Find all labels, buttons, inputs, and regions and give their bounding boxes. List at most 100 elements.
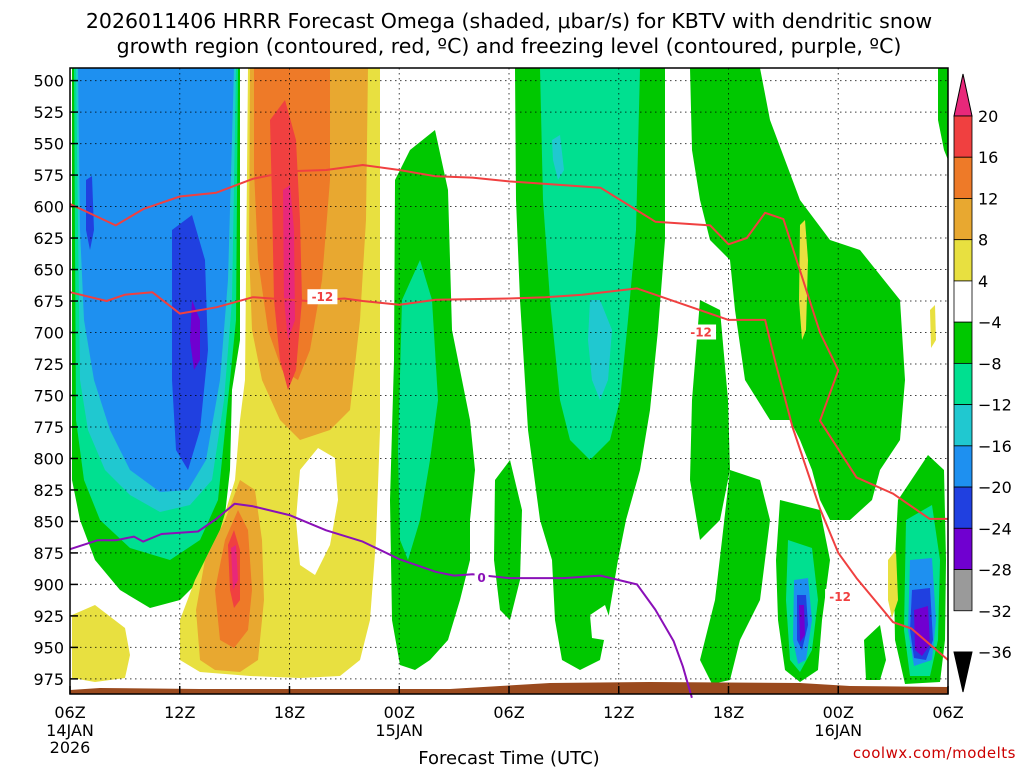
omega-left-deepblue-a: [172, 215, 208, 470]
y-tick-label: 500: [33, 72, 64, 91]
omega-white-hole: [296, 448, 338, 575]
y-tick-label: 925: [33, 607, 64, 626]
x-tick-label: 06Z: [932, 703, 963, 722]
contour-label-bg: [474, 570, 489, 586]
colorbar-swatch: [953, 445, 973, 488]
colorbar-swatch: [953, 115, 973, 158]
y-tick-label: 675: [33, 292, 64, 311]
y-axis: 500 525 550 575 600 625 650 675 700 725 750 775 800 8…: [33, 72, 78, 689]
contour-freezing-level-0c: [69, 502, 693, 699]
omega-mid-cyan-d: [552, 135, 564, 180]
omega-right-green: [690, 68, 905, 520]
contour-label: 0: [477, 571, 485, 585]
y-tick-label: 975: [33, 670, 64, 689]
y-tick-label: 875: [33, 544, 64, 563]
contour-label: -12: [690, 326, 712, 340]
contour-dgz-lower-12c: [69, 287, 949, 661]
omega-shading: [72, 68, 948, 684]
chart-title-line1: 2026011406 HRRR Forecast Omega (shaded, …: [86, 9, 932, 33]
colorbar-label: 8: [978, 231, 988, 250]
colorbar-swatch: [953, 404, 973, 447]
y-tick-label: 625: [33, 229, 64, 248]
y-tick-label: 800: [33, 449, 64, 468]
colorbar-swatch: [953, 198, 973, 241]
y-tick-label: 950: [33, 638, 64, 657]
y-tick-label: 750: [33, 386, 64, 405]
chart-title-line2: growth region (contoured, red, ºC) and f…: [117, 34, 902, 58]
y-tick-label: 725: [33, 355, 64, 374]
colorbar-label: 4: [978, 272, 988, 291]
colorbar-swatch: [953, 362, 973, 406]
colorbar-label: −12: [978, 396, 1012, 415]
colorbar-label: −16: [978, 437, 1012, 456]
omega-white-notch: [590, 605, 612, 640]
y-tick-label: 525: [33, 103, 64, 122]
x-tick-date: 15JAN: [375, 721, 423, 740]
x-tick-label: 06Z: [54, 703, 85, 722]
contour-label: -12: [312, 290, 334, 304]
omega-lr-purple: [799, 605, 805, 642]
contour-label-bg: [686, 324, 717, 340]
omega-fr-purple: [914, 606, 930, 656]
colorbar-label: −28: [978, 561, 1012, 580]
y-tick-label: 600: [33, 198, 64, 217]
contour-lines: -12 -12 -12 0: [69, 164, 949, 699]
omega-left-purple: [190, 300, 200, 370]
omega-yellow-lowleft: [72, 605, 130, 682]
omega-warm-pink-low: [231, 545, 238, 590]
x-tick-label: 18Z: [274, 703, 305, 722]
omega-yellow-speck-b: [930, 305, 936, 348]
colorbar-label: 20: [978, 107, 998, 126]
contour-label-bg: [825, 589, 856, 605]
colorbar-swatch: [953, 569, 973, 612]
colorbar-swatch: [953, 486, 973, 529]
contour-dgz-upper-12c: [69, 164, 948, 520]
colorbar-swatch: [953, 321, 973, 364]
omega-yellow-speck-c: [888, 550, 898, 618]
x-tick-date: 16JAN: [814, 721, 862, 740]
y-tick-label: 775: [33, 418, 64, 437]
omega-right-green-edge: [938, 68, 948, 160]
colorbar-label: 16: [978, 148, 998, 167]
x-tick-label: 12Z: [164, 703, 195, 722]
plot-grid: [70, 68, 948, 694]
x-tick-label: 00Z: [823, 703, 854, 722]
colorbar-bottom-arrow: [953, 651, 973, 693]
contour-label: -12: [829, 590, 851, 604]
x-tick-label: 18Z: [713, 703, 744, 722]
colorbar-legend: 20 16 12 8 4 −4 −8 −12 −16 −20 −24 −28 −32 −36: [953, 73, 1012, 693]
y-tick-label: 700: [33, 324, 64, 343]
x-tick-label: 06Z: [493, 703, 524, 722]
omega-green-speck: [864, 625, 886, 680]
colorbar-label: 12: [978, 189, 998, 208]
omega-right-green-bottom: [700, 470, 770, 684]
colorbar-label: −36: [978, 643, 1012, 662]
y-tick-label: 650: [33, 261, 64, 280]
x-axis-label: Forecast Time (UTC): [418, 748, 599, 768]
colorbar-label: −32: [978, 602, 1012, 621]
y-tick-label: 825: [33, 481, 64, 500]
omega-mid-cyan-c: [588, 300, 612, 400]
colorbar-label: −8: [978, 354, 1002, 373]
x-tick-date: 14JAN: [46, 721, 94, 740]
x-tick-label: 00Z: [384, 703, 415, 722]
colorbar-label: −4: [978, 313, 1002, 332]
colorbar-label: −24: [978, 519, 1012, 538]
y-tick-label: 850: [33, 512, 64, 531]
colorbar-swatch: [953, 280, 973, 323]
omega-mid-green-b: [494, 460, 522, 620]
contour-label-bg: [307, 289, 338, 305]
y-tick-label: 900: [33, 575, 64, 594]
colorbar-swatch: [953, 239, 973, 282]
omega-right-green-lower: [690, 300, 730, 540]
x-tick-label: 12Z: [603, 703, 634, 722]
x-tick-year: 2026: [50, 738, 91, 757]
colorbar-label: −20: [978, 478, 1012, 497]
omega-mid-teal-a: [398, 260, 438, 560]
credit-text: coolwx.com/modelts: [853, 744, 1016, 762]
colorbar-swatch: [953, 156, 973, 199]
omega-mid-teal-c: [540, 68, 640, 460]
colorbar-top-arrow: [953, 73, 973, 117]
